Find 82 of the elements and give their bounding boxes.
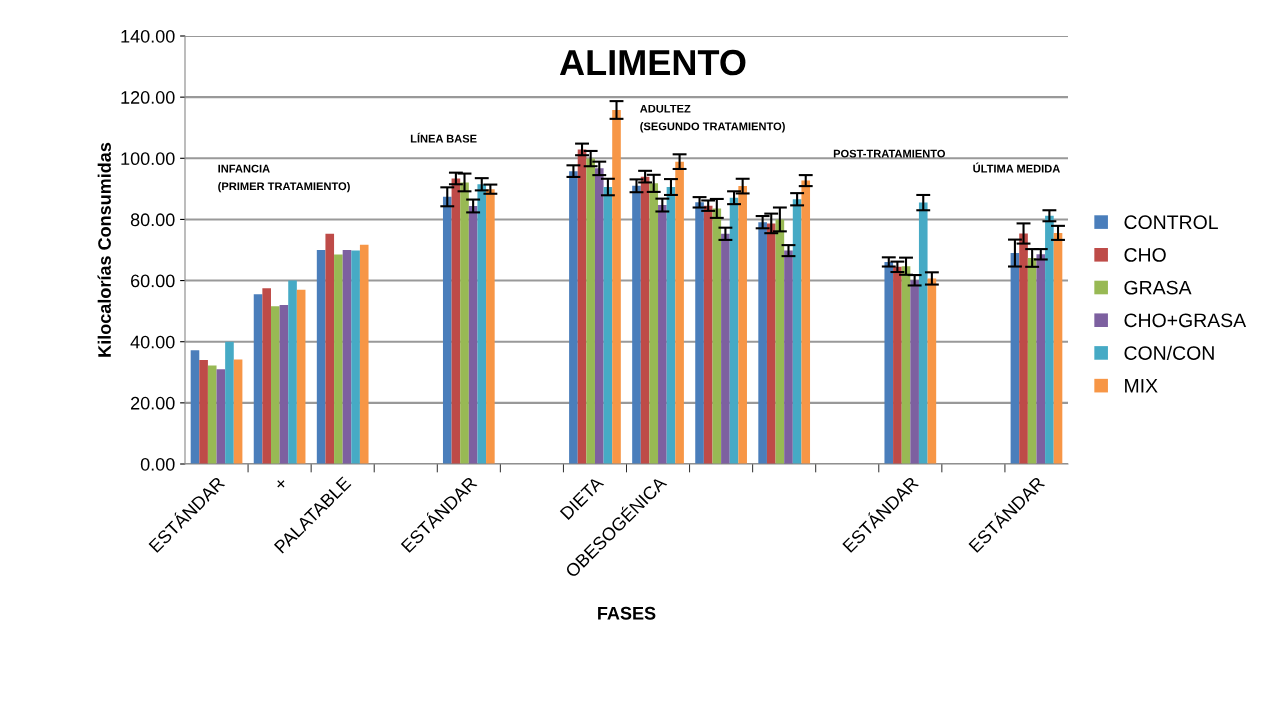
bar: [262, 288, 271, 464]
bar: [342, 250, 352, 464]
bar: [758, 222, 767, 464]
bar: [442, 196, 452, 464]
bar: [675, 161, 684, 464]
bar: [359, 244, 369, 464]
y-tick-label: 80.00: [130, 213, 175, 227]
annotation: ADULTEZ (SEGUNDO TRATAMIENTO): [640, 104, 785, 133]
bar: [927, 278, 937, 464]
bar: [486, 189, 495, 464]
bar: [801, 180, 811, 464]
bar: [594, 168, 604, 464]
bar: [207, 365, 217, 464]
bar: [738, 186, 747, 464]
bar: [1036, 254, 1046, 464]
bar: [649, 183, 659, 464]
bar: [658, 205, 667, 464]
bar: [279, 305, 289, 464]
chart-title: ALIMENTO: [559, 49, 746, 76]
annotation: LÍNEA BASE: [410, 132, 477, 143]
legend-label: MIX: [1125, 379, 1158, 393]
bar: [477, 184, 487, 464]
bar: [460, 182, 469, 464]
bar: [270, 306, 280, 464]
bar: [586, 158, 595, 464]
bar: [640, 176, 650, 464]
bar: [712, 208, 722, 464]
bar: [451, 178, 461, 464]
bar: [569, 171, 578, 464]
bar: [1019, 233, 1028, 464]
bar: [216, 369, 226, 464]
bar: [901, 266, 911, 464]
bar: [612, 109, 621, 464]
annotation: ÚLTIMA MEDIDA: [973, 162, 1060, 173]
bar: [468, 205, 478, 464]
bar: [792, 199, 802, 464]
bar: [225, 341, 234, 464]
y-tick-label: 40.00: [130, 335, 175, 349]
bar: [666, 187, 676, 464]
bar: [766, 223, 776, 464]
bar: [199, 360, 208, 464]
bar: [316, 250, 326, 464]
bar: [253, 294, 263, 464]
bar: [603, 187, 613, 464]
bar: [1053, 232, 1063, 464]
y-axis-title: Kilocalorías Consumidas: [97, 142, 111, 357]
x-axis-title: FASES: [598, 606, 656, 620]
y-tick-label: 100.00: [121, 152, 175, 166]
legend-label: CHO+GRASA: [1124, 313, 1247, 328]
bar: [296, 289, 306, 464]
bar: [334, 254, 343, 464]
y-tick-label: 20.00: [131, 396, 175, 410]
bar: [910, 280, 919, 464]
legend-label: CON/CON: [1124, 345, 1214, 360]
bar: [233, 359, 243, 464]
bar: [918, 202, 928, 464]
y-tick-label: 140.00: [121, 29, 175, 43]
bar: [288, 280, 297, 464]
y-tick-label: 0.00: [140, 457, 175, 471]
annotation: INFANCIA (PRIMER TRATAMIENTO): [218, 164, 350, 193]
bar: [1045, 215, 1054, 464]
y-tick-label: 120.00: [121, 91, 175, 104]
bar: [884, 261, 894, 464]
bar: [703, 205, 713, 464]
bar: [775, 219, 785, 464]
legend-label: CHO: [1124, 248, 1166, 262]
legend-label: GRASA: [1124, 280, 1192, 295]
bar: [784, 250, 793, 464]
bar: [351, 250, 360, 464]
bar: [325, 233, 335, 464]
legend-label: CONTROL: [1124, 215, 1218, 230]
annotation: POST-TRATAMIENTO: [833, 149, 946, 158]
bar: [721, 233, 730, 464]
bar: [577, 149, 587, 464]
bar: [729, 197, 739, 464]
bar: [1027, 257, 1037, 464]
bar: [695, 202, 704, 464]
bar: [893, 266, 902, 464]
bar: [1010, 253, 1020, 464]
y-tick-label: 60.00: [131, 274, 175, 288]
bar: [632, 185, 641, 464]
bar: [190, 350, 200, 464]
